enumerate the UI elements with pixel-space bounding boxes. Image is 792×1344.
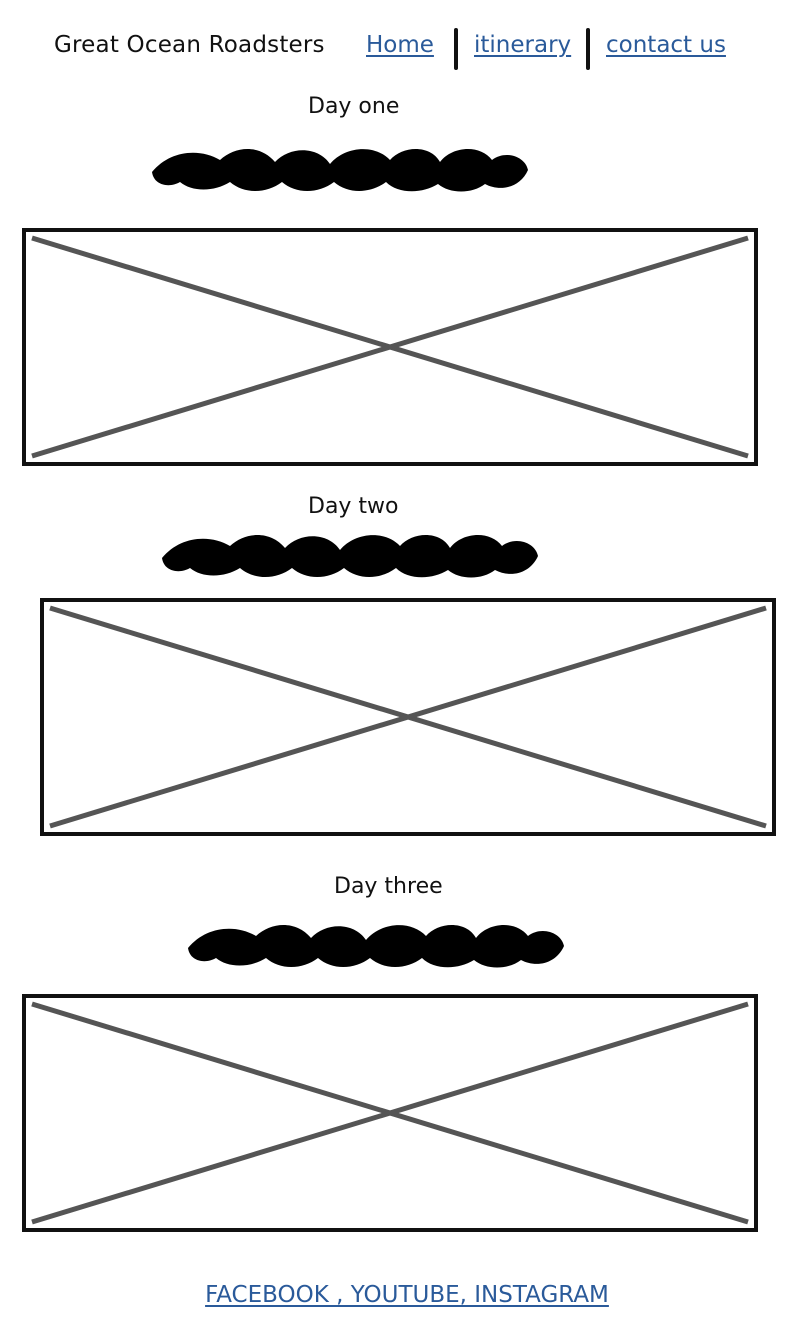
nav-link-contact-us[interactable]: contact us	[606, 32, 726, 58]
image-placeholder-icon	[31, 1001, 749, 1225]
image-placeholder	[22, 228, 758, 466]
day-heading: Day three	[334, 874, 443, 899]
nav-separator	[586, 28, 590, 70]
image-placeholder	[22, 994, 758, 1232]
day-heading: Day two	[308, 494, 399, 519]
image-placeholder-icon	[49, 605, 767, 829]
nav-separator	[454, 28, 458, 70]
nav-link-home[interactable]: Home	[366, 32, 434, 58]
site-title: Great Ocean Roadsters	[54, 32, 325, 58]
nav-link-itinerary[interactable]: itinerary	[474, 32, 572, 58]
text-scribble-icon	[152, 148, 528, 192]
day-heading: Day one	[308, 94, 400, 119]
text-scribble-icon	[188, 924, 564, 968]
social-links[interactable]: FACEBOOK , YOUTUBE, INSTAGRAM	[205, 1282, 609, 1308]
image-placeholder	[40, 598, 776, 836]
image-placeholder-icon	[31, 235, 749, 459]
text-scribble-icon	[162, 534, 538, 578]
